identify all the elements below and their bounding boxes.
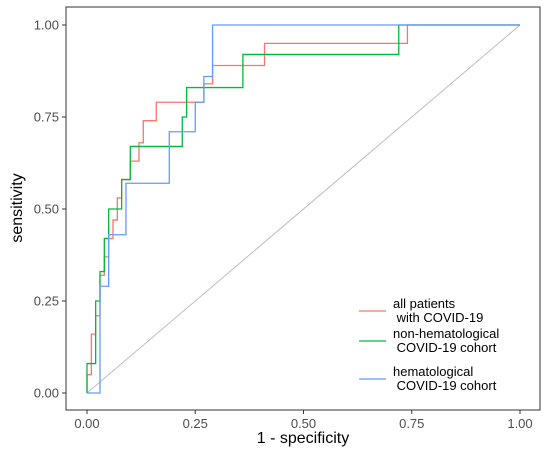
y-tick-label: 1.00 [34, 18, 59, 33]
legend-label-series-1: all patients with COVID-19 [393, 296, 483, 325]
x-axis: 0.00 0.25 0.50 0.75 1.00 [74, 410, 533, 431]
x-tick-label: 1.00 [507, 416, 532, 431]
x-axis-title: 1 - specificity [257, 430, 349, 447]
y-axis-title: sensitivity [9, 173, 26, 242]
legend-label-series-2: non-hematological COVID-19 cohort [393, 326, 499, 355]
y-tick-label: 0.50 [34, 202, 59, 217]
y-tick-label: 0.00 [34, 386, 59, 401]
roc-line-series-3 [87, 24, 520, 394]
y-tick-label: 0.25 [34, 294, 59, 309]
legend-label-series-3: hematological COVID-19 cohort [393, 364, 497, 393]
x-tick-label: 0.25 [183, 416, 208, 431]
y-tick-label: 0.75 [34, 110, 59, 125]
legend: all patients with COVID-19non-hematologi… [359, 296, 499, 393]
reference-layer [86, 24, 521, 394]
x-tick-label: 0.75 [399, 416, 424, 431]
plot-panel [65, 6, 541, 411]
series-layer [86, 24, 520, 394]
reference-diagonal [86, 24, 521, 394]
x-tick-label: 0.00 [74, 416, 99, 431]
x-tick-label: 0.50 [291, 416, 316, 431]
y-axis: 0.00 0.25 0.50 0.75 1.00 [34, 18, 66, 401]
